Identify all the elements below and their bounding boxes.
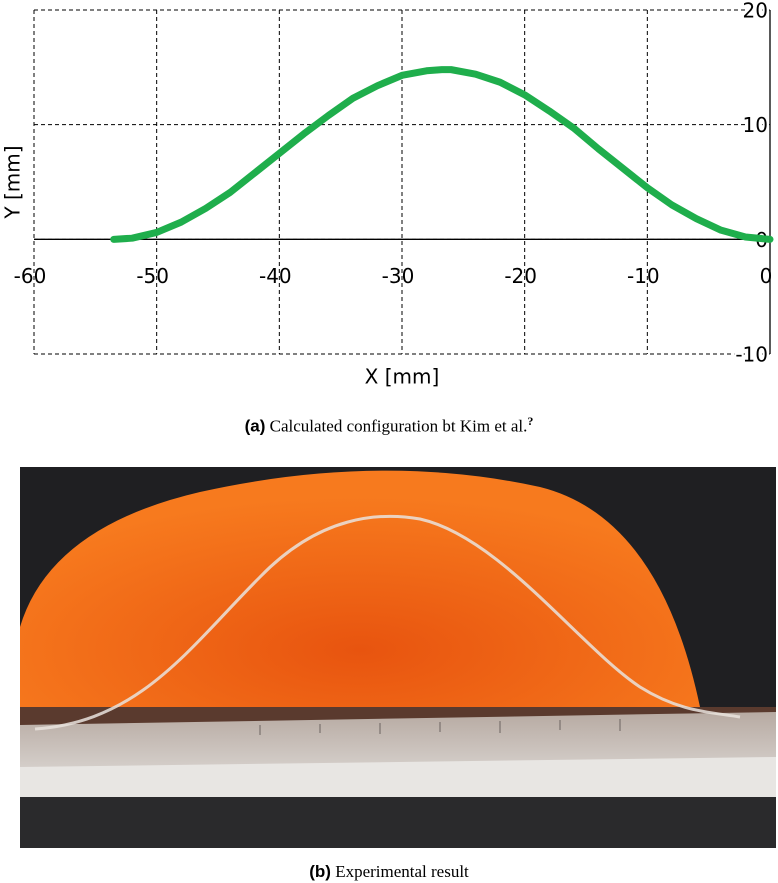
caption-text: Calculated configuration bt Kim et al. (269, 416, 528, 436)
x-tick-label: -10 (627, 264, 660, 288)
data-line (110, 66, 774, 243)
caption-label: (a) (244, 416, 266, 436)
caption-label: (b) (309, 862, 331, 881)
x-tick-label: -50 (136, 264, 169, 288)
x-tick-label: -40 (259, 264, 292, 288)
caption-b: (b) Experimental result (0, 862, 778, 882)
caption-text: Experimental result (335, 862, 469, 881)
x-tick-label: -30 (382, 264, 415, 288)
y-tick-label: 20 (743, 0, 768, 23)
photo (20, 467, 776, 848)
y-tick-label: -10 (735, 343, 768, 367)
x-tick-label: -20 (504, 264, 537, 288)
x-tick-label: -60 (14, 264, 47, 288)
x-axis-label: X [mm] (365, 365, 440, 389)
y-tick-label: 10 (743, 113, 768, 137)
caption-ref: ? (527, 414, 534, 428)
caption-a: (a) Calculated configuration bt Kim et a… (0, 414, 778, 437)
x-tick-label: 0 (760, 264, 773, 288)
y-axis-label: Y [mm] (1, 145, 25, 219)
